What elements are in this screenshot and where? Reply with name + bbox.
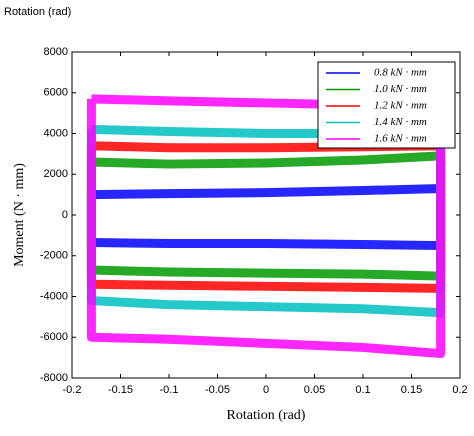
y-tick-label: -6000 — [40, 331, 68, 343]
caption: Rotation (rad) — [4, 6, 71, 18]
x-tick-label: -0.15 — [108, 384, 133, 396]
x-tick-label: -0.05 — [205, 384, 230, 396]
series-line — [86, 184, 446, 251]
y-tick-label: 8000 — [44, 46, 68, 58]
x-axis-label: Rotation (rad) — [227, 408, 306, 423]
legend-box — [317, 61, 456, 149]
y-tick-label: -8000 — [40, 372, 68, 384]
y-axis-label: Moment (N · mm) — [12, 163, 27, 267]
y-tick-label: 2000 — [44, 168, 68, 180]
x-tick-label: 0.15 — [401, 384, 422, 396]
y-tick-label: 4000 — [44, 127, 68, 139]
x-tick-label: 0.1 — [355, 384, 370, 396]
x-tick-label: 0.05 — [304, 384, 325, 396]
y-tick-label: -4000 — [40, 290, 68, 302]
y-tick-label: 0 — [62, 209, 68, 221]
y-tick-label: -2000 — [40, 250, 68, 262]
series-line — [86, 94, 446, 359]
legend-label: 1.4 kN · mm — [374, 116, 427, 128]
legend-label: 1.2 kN · mm — [374, 100, 427, 112]
series-line — [86, 151, 446, 281]
x-tick-label: 0 — [263, 384, 269, 396]
legend-label: 0.8 kN · mm — [374, 67, 427, 79]
x-tick-label: -0.2 — [63, 384, 82, 396]
x-tick-label: 0.2 — [452, 384, 467, 396]
y-tick-label: 6000 — [44, 87, 68, 99]
legend-label: 1.0 kN · mm — [374, 83, 427, 95]
x-tick-label: -0.1 — [160, 384, 179, 396]
legend-label: 1.6 kN · mm — [374, 133, 427, 145]
